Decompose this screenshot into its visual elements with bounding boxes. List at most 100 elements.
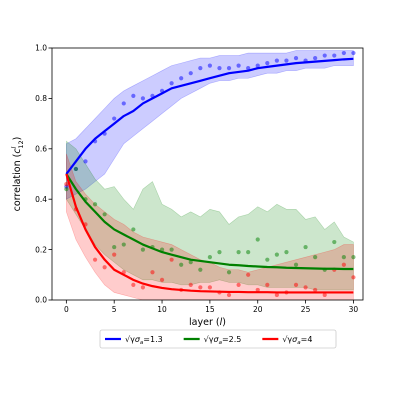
point-series-1-0 [64,187,69,192]
point-series-1-25 [303,244,308,250]
point-series-0-19 [246,66,251,71]
fit-line-series-0 [65,57,354,175]
point-series-0-24 [293,55,299,61]
x-tick-label-6: 30 [349,305,359,314]
point-series-0-20 [255,63,260,68]
x-tick-label-0: 0 [64,305,69,314]
point-series-0-29 [341,50,346,56]
point-series-2-29 [341,262,346,267]
point-series-2-15 [207,285,212,290]
point-series-1-4 [102,212,107,217]
x-axis-ticks: 0 5 10 15 20 25 30 [64,300,358,314]
point-series-1-23 [284,250,289,255]
point-series-2-30 [351,275,356,280]
point-series-2-21 [265,282,270,287]
point-series-1-13 [188,260,193,265]
point-series-0-6 [121,101,126,106]
point-series-0-17 [226,66,232,71]
y-tick-label-1: 0.2 [35,245,47,254]
y-axis-label: correlation (cl12) [10,137,25,212]
point-series-1-7 [131,227,136,232]
y-tick-label-2: 0.4 [35,195,47,204]
point-series-2-8 [140,285,146,290]
x-tick-label-5: 25 [301,305,311,314]
point-series-0-7 [131,93,136,98]
point-series-1-16 [217,250,222,255]
legend-label-1: √γσa=2.5 [204,335,242,346]
point-series-1-14 [198,267,203,272]
point-series-0-22 [274,58,279,63]
point-series-0-5 [112,116,117,121]
point-series-0-23 [284,58,289,63]
point-series-0-2 [83,159,88,164]
legend-label-2: √γσa=4 [282,335,312,346]
point-series-2-25 [303,285,308,290]
point-series-1-5 [112,244,117,250]
point-series-0-13 [188,71,193,76]
point-series-2-18 [236,282,241,287]
plot-frame [51,47,364,301]
point-series-0-18 [236,63,241,68]
point-series-1-28 [332,239,337,245]
point-series-0-15 [207,63,212,68]
point-series-1-15 [207,255,212,260]
x-tick-label-4: 20 [253,305,263,314]
point-series-2-5 [112,252,117,257]
x-axis-label: layer (l) [189,317,226,328]
point-series-0-14 [198,66,203,71]
point-series-1-3 [92,202,98,207]
point-series-0-8 [140,96,146,101]
point-series-1-30 [351,255,356,260]
point-series-2-14 [198,285,203,290]
point-series-2-20 [255,287,260,293]
point-series-2-24 [293,282,299,287]
y-tick-label-4: 0.8 [35,94,47,103]
point-series-2-19 [246,272,251,277]
point-series-2-0 [64,181,69,187]
point-series-1-1 [73,166,79,172]
fit-lines [65,57,354,294]
point-series-2-27 [322,292,327,298]
point-series-1-12 [179,262,184,267]
x-tick-label-2: 10 [157,305,167,314]
y-tick-label-5: 1.0 [35,44,47,53]
point-series-1-21 [265,257,270,262]
point-series-2-26 [313,287,318,293]
fit-line-series-2 [65,173,354,294]
point-series-2-7 [131,282,136,287]
fit-line-series-1 [65,173,354,271]
point-series-1-19 [246,250,251,255]
point-series-1-18 [236,250,241,255]
point-series-2-13 [188,282,193,287]
x-tick-label-3: 15 [205,305,215,314]
point-series-0-27 [322,53,327,58]
point-series-2-17 [226,292,232,298]
point-series-1-8 [140,247,146,252]
y-tick-label-3: 0.6 [35,145,47,154]
y-tick-label-0: 0.0 [35,296,47,305]
point-series-2-10 [159,277,165,282]
point-series-0-16 [217,66,222,71]
legend-box [99,329,337,349]
x-tick-label-1: 5 [112,305,117,314]
band-series-0 [66,50,354,200]
point-series-2-22 [274,292,279,298]
point-series-2-9 [150,270,155,275]
point-series-1-26 [313,255,318,260]
point-series-2-11 [169,257,174,262]
point-series-0-12 [179,76,184,81]
point-series-1-11 [169,247,174,252]
point-series-1-22 [274,252,279,257]
legend: √γσa=1.3 √γσa=2.5 √γσa=4 [99,329,337,349]
point-series-1-20 [255,237,260,242]
point-series-0-26 [313,55,318,61]
point-series-0-28 [332,53,337,58]
point-series-0-11 [169,81,174,86]
point-series-2-4 [102,265,107,270]
point-series-0-21 [265,61,270,66]
point-series-2-3 [92,257,98,262]
legend-label-0: √γσa=1.3 [125,335,163,346]
point-series-1-17 [226,270,232,275]
point-series-0-30 [351,50,356,56]
